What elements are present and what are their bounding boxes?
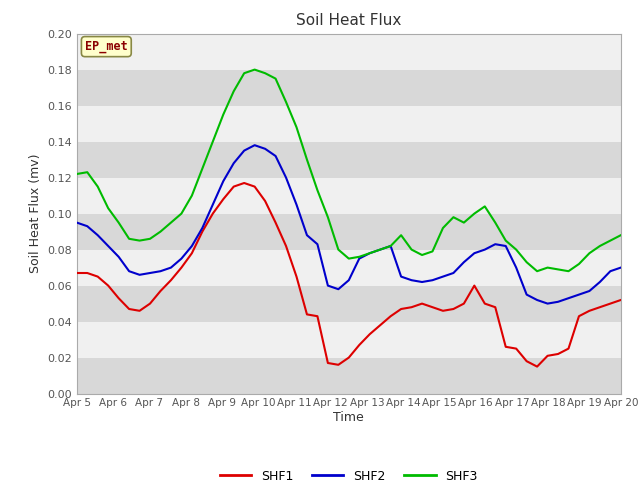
Legend: SHF1, SHF2, SHF3: SHF1, SHF2, SHF3 bbox=[214, 465, 483, 480]
Bar bbox=[77, 214, 621, 250]
Bar bbox=[77, 70, 621, 106]
Y-axis label: Soil Heat Flux (mv): Soil Heat Flux (mv) bbox=[29, 154, 42, 273]
Bar bbox=[77, 34, 621, 70]
Bar bbox=[77, 250, 621, 286]
Text: EP_met: EP_met bbox=[85, 40, 128, 53]
Title: Soil Heat Flux: Soil Heat Flux bbox=[296, 13, 401, 28]
Bar bbox=[77, 358, 621, 394]
Bar bbox=[77, 286, 621, 322]
Bar bbox=[77, 142, 621, 178]
X-axis label: Time: Time bbox=[333, 411, 364, 424]
Bar bbox=[77, 106, 621, 142]
Bar bbox=[77, 322, 621, 358]
Bar bbox=[77, 178, 621, 214]
